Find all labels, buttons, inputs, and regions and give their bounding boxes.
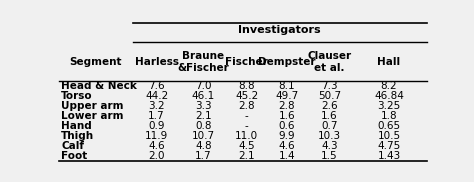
Text: 1.6: 1.6: [321, 111, 337, 121]
Text: 3.25: 3.25: [377, 101, 401, 111]
Text: 50.7: 50.7: [318, 91, 341, 101]
Text: 8.1: 8.1: [279, 81, 295, 91]
Text: 1.8: 1.8: [381, 111, 397, 121]
Text: Lower arm: Lower arm: [61, 111, 124, 121]
Text: Fischer: Fischer: [225, 57, 268, 67]
Text: Foot: Foot: [61, 151, 87, 161]
Text: 4.8: 4.8: [195, 141, 212, 151]
Text: 7.3: 7.3: [321, 81, 337, 91]
Text: 4.5: 4.5: [238, 141, 255, 151]
Text: 0.9: 0.9: [148, 121, 165, 131]
Text: Head & Neck: Head & Neck: [61, 81, 137, 91]
Text: 2.1: 2.1: [195, 111, 212, 121]
Text: 1.7: 1.7: [195, 151, 212, 161]
Text: 1.7: 1.7: [148, 111, 165, 121]
Text: 8.8: 8.8: [238, 81, 255, 91]
Text: 45.2: 45.2: [235, 91, 258, 101]
Text: 4.3: 4.3: [321, 141, 337, 151]
Text: 44.2: 44.2: [145, 91, 168, 101]
Text: 0.65: 0.65: [377, 121, 401, 131]
Text: 0.7: 0.7: [321, 121, 337, 131]
Text: 46.1: 46.1: [192, 91, 215, 101]
Text: 4.6: 4.6: [279, 141, 295, 151]
Text: 2.0: 2.0: [148, 151, 165, 161]
Text: Hand: Hand: [61, 121, 92, 131]
Text: 49.7: 49.7: [275, 91, 299, 101]
Text: Harless: Harless: [135, 57, 179, 67]
Text: 2.1: 2.1: [238, 151, 255, 161]
Text: 9.9: 9.9: [279, 131, 295, 141]
Text: 11.0: 11.0: [235, 131, 258, 141]
Text: 4.6: 4.6: [148, 141, 165, 151]
Text: Segment: Segment: [70, 57, 122, 67]
Text: 1.4: 1.4: [279, 151, 295, 161]
Text: 1.6: 1.6: [279, 111, 295, 121]
Text: 46.84: 46.84: [374, 91, 404, 101]
Text: 7.0: 7.0: [195, 81, 212, 91]
Text: 0.6: 0.6: [279, 121, 295, 131]
Text: 4.75: 4.75: [377, 141, 401, 151]
Text: 0.8: 0.8: [195, 121, 212, 131]
Text: Investigators: Investigators: [238, 25, 321, 35]
Text: 2.6: 2.6: [321, 101, 337, 111]
Text: Calf: Calf: [61, 141, 84, 151]
Text: 1.5: 1.5: [321, 151, 337, 161]
Text: 11.9: 11.9: [145, 131, 168, 141]
Text: Torso: Torso: [61, 91, 93, 101]
Text: 8.2: 8.2: [381, 81, 397, 91]
Text: 1.43: 1.43: [377, 151, 401, 161]
Text: 10.5: 10.5: [377, 131, 401, 141]
Text: 3.2: 3.2: [148, 101, 165, 111]
Text: Braune
&Fischer: Braune &Fischer: [178, 51, 229, 73]
Text: Thigh: Thigh: [61, 131, 94, 141]
Text: 7.6: 7.6: [148, 81, 165, 91]
Text: 10.3: 10.3: [318, 131, 341, 141]
Text: Dempster: Dempster: [258, 57, 316, 67]
Text: Hall: Hall: [377, 57, 401, 67]
Text: 10.7: 10.7: [192, 131, 215, 141]
Text: 3.3: 3.3: [195, 101, 212, 111]
Text: -: -: [245, 121, 248, 131]
Text: 2.8: 2.8: [238, 101, 255, 111]
Text: -: -: [245, 111, 248, 121]
Text: Clauser
et al.: Clauser et al.: [307, 51, 351, 73]
Text: Upper arm: Upper arm: [61, 101, 124, 111]
Text: 2.8: 2.8: [279, 101, 295, 111]
